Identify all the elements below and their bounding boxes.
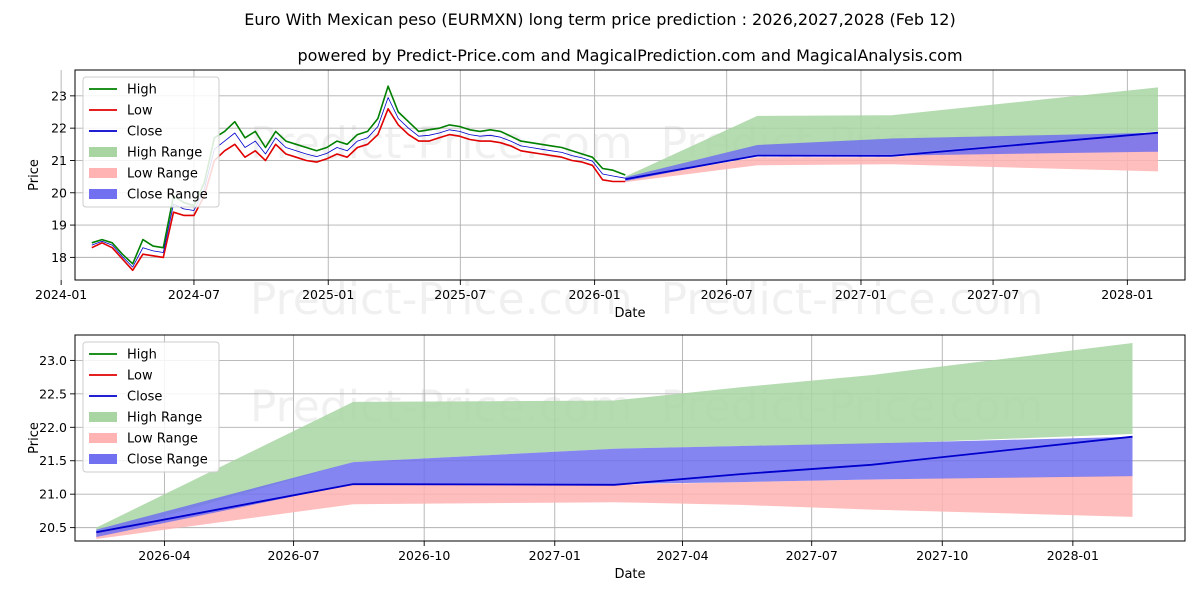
y-tick-label: 22 xyxy=(51,121,67,136)
y-tick-label: 23.0 xyxy=(39,353,67,368)
legend-swatch-low-range xyxy=(89,168,117,178)
plot-frame xyxy=(74,69,1186,281)
watermark-text: Predict-Price.com xyxy=(250,274,633,325)
plot-frame xyxy=(74,334,1186,542)
x-tick-label: 2026-07 xyxy=(267,548,319,563)
y-tick-label: 20.5 xyxy=(39,520,67,535)
legend-label-high-range: High Range xyxy=(127,146,202,161)
x-tick-label: 2026-07 xyxy=(701,287,753,302)
forecast-close-line xyxy=(96,435,1133,534)
high-range-band xyxy=(96,343,1133,536)
y-tick-label: 23 xyxy=(51,88,67,103)
x-tick-label: 2025-07 xyxy=(434,287,486,302)
legend-label-high-range: High Range xyxy=(127,411,202,426)
x-tick-label: 2027-07 xyxy=(967,287,1019,302)
chart-title: Euro With Mexican peso (EURMXN) long ter… xyxy=(244,10,955,29)
forecast-close-line xyxy=(625,131,1159,181)
y-tick-label: 20 xyxy=(51,185,67,200)
close-range-band xyxy=(96,436,1133,537)
x-tick-label: 2028-01 xyxy=(1047,548,1099,563)
y-tick-label: 22.0 xyxy=(39,420,67,435)
chart-subtitle: powered by Predict-Price.com and Magical… xyxy=(297,46,962,65)
x-axis-label: Date xyxy=(614,306,645,321)
legend-label-low-range: Low Range xyxy=(127,167,198,182)
legend-swatch-close-range xyxy=(89,189,117,199)
x-tick-label: 2024-01 xyxy=(35,287,87,302)
y-axis-label: Price xyxy=(27,159,42,191)
x-tick-label: 2026-01 xyxy=(568,287,620,302)
legend-label-low: Low xyxy=(127,104,153,119)
low-series-line xyxy=(91,108,626,272)
low-range-band xyxy=(96,475,1133,539)
y-tick-label: 21.5 xyxy=(39,453,67,468)
y-tick-label: 18 xyxy=(51,250,67,265)
legend-label-close-range: Close Range xyxy=(127,188,208,203)
legend-label-high: High xyxy=(127,83,157,98)
x-axis-label: Date xyxy=(614,567,645,582)
x-tick-label: 2027-07 xyxy=(786,548,838,563)
x-tick-label: 2027-01 xyxy=(529,548,581,563)
x-tick-label: 2024-07 xyxy=(168,287,220,302)
legend-label-high: High xyxy=(127,348,157,363)
legend-label-low: Low xyxy=(127,369,153,384)
legend-label-close-range: Close Range xyxy=(127,453,208,468)
x-tick-label: 2027-01 xyxy=(835,287,887,302)
legend-label-close: Close xyxy=(127,390,162,405)
x-tick-label: 2026-10 xyxy=(398,548,450,563)
legend-swatch-low-range xyxy=(89,433,117,443)
x-tick-label: 2025-01 xyxy=(302,287,354,302)
watermark-text: Predict-Price.com xyxy=(661,274,1044,325)
y-tick-label: 22.5 xyxy=(39,386,67,401)
x-tick-label: 2026-04 xyxy=(138,548,190,563)
y-tick-label: 19 xyxy=(51,218,67,233)
legend: High Low Close High Range Low Range Close Ran… xyxy=(82,341,220,473)
x-tick-label: 2028-01 xyxy=(1101,287,1153,302)
bottom-panel: Predict-Price.comPredict-Price.com2026-0… xyxy=(27,334,1186,582)
x-tick-label: 2027-04 xyxy=(656,548,708,563)
y-tick-label: 21 xyxy=(51,153,67,168)
legend-swatch-high-range xyxy=(89,147,117,157)
legend-swatch-high-range xyxy=(89,412,117,422)
y-tick-label: 21.0 xyxy=(39,487,67,502)
legend: High Low Close High Range Low Range Close Ran… xyxy=(82,76,220,208)
legend-label-low-range: Low Range xyxy=(127,432,198,447)
x-tick-label: 2027-10 xyxy=(916,548,968,563)
legend-label-close: Close xyxy=(127,125,162,140)
high-range-band xyxy=(625,87,1158,181)
legend-swatch-close-range xyxy=(89,454,117,464)
y-axis-label: Price xyxy=(27,422,42,454)
